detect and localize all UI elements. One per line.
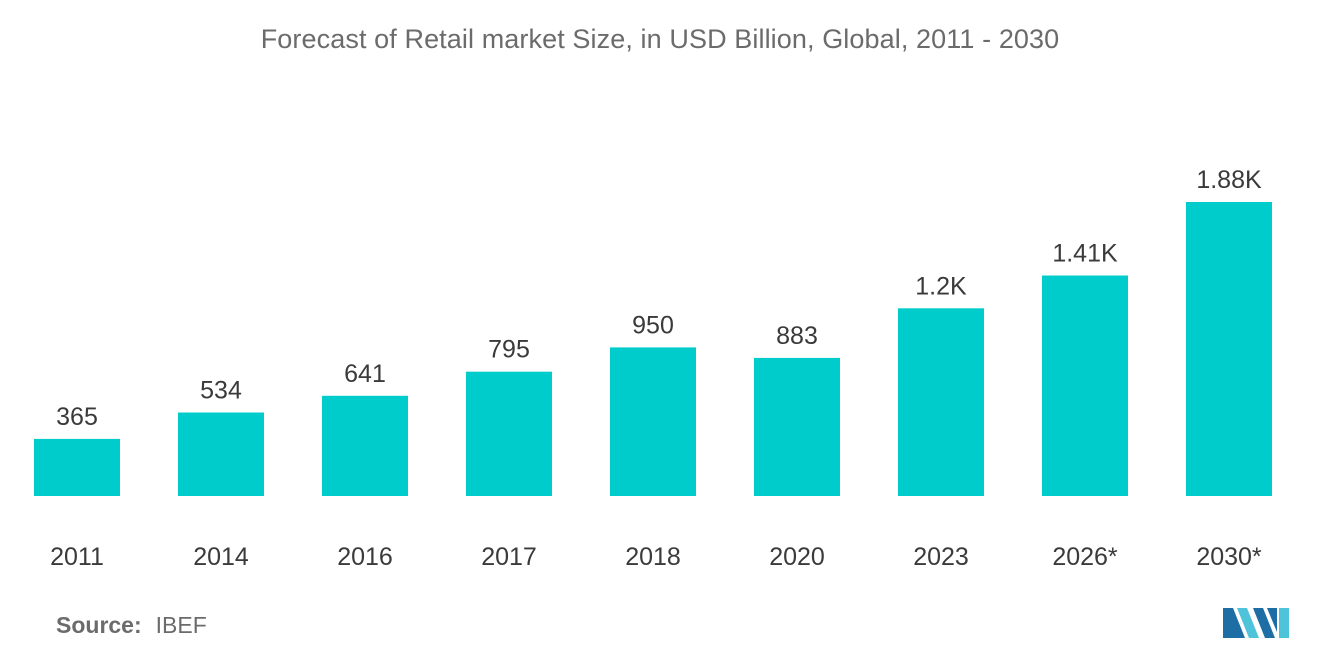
source-note: Source: IBEF [56, 612, 207, 639]
x-tick-labels-layer: 2011 2014 2016 2017 2018 2020 2023 2026* 2030* [50, 543, 1262, 571]
bar-2014 [178, 412, 264, 496]
data-label: 641 [344, 360, 386, 388]
bar-2030-forecast [1186, 202, 1272, 496]
data-label: 1.2K [915, 272, 967, 300]
data-label: 1.88K [1196, 166, 1262, 194]
data-label: 365 [56, 403, 98, 431]
bars-layer [34, 202, 1272, 496]
data-label: 883 [776, 322, 818, 350]
x-tick-label: 2011 [50, 543, 104, 571]
source-key: Source: [56, 612, 142, 638]
x-tick-label: 2016 [337, 543, 393, 571]
data-label: 1.41K [1052, 240, 1118, 268]
bar-2020 [754, 357, 840, 496]
data-label: 534 [200, 377, 242, 405]
bar-2018 [610, 347, 696, 496]
bar-2017 [466, 371, 552, 496]
bar-2026-forecast [1042, 275, 1128, 496]
chart-title: Forecast of Retail market Size, in USD B… [260, 24, 1060, 54]
data-label: 795 [488, 336, 530, 364]
bar-2023 [898, 308, 984, 496]
bar-2011 [34, 438, 120, 496]
x-tick-label: 2018 [625, 543, 681, 571]
x-tick-label: 2023 [913, 543, 969, 571]
x-tick-label: 2020 [769, 543, 825, 571]
x-tick-label: 2014 [193, 543, 249, 571]
data-label: 950 [632, 311, 674, 339]
x-tick-label: 2026* [1052, 543, 1118, 571]
source-value: IBEF [155, 612, 207, 638]
bar-2016 [322, 395, 408, 496]
mordor-intelligence-logo-icon [1223, 608, 1289, 638]
x-tick-label: 2030* [1196, 543, 1262, 571]
x-tick-label: 2017 [481, 543, 537, 571]
data-labels-layer: 365 534 641 795 950 883 1.2K 1.41K 1.88K [56, 166, 1262, 431]
